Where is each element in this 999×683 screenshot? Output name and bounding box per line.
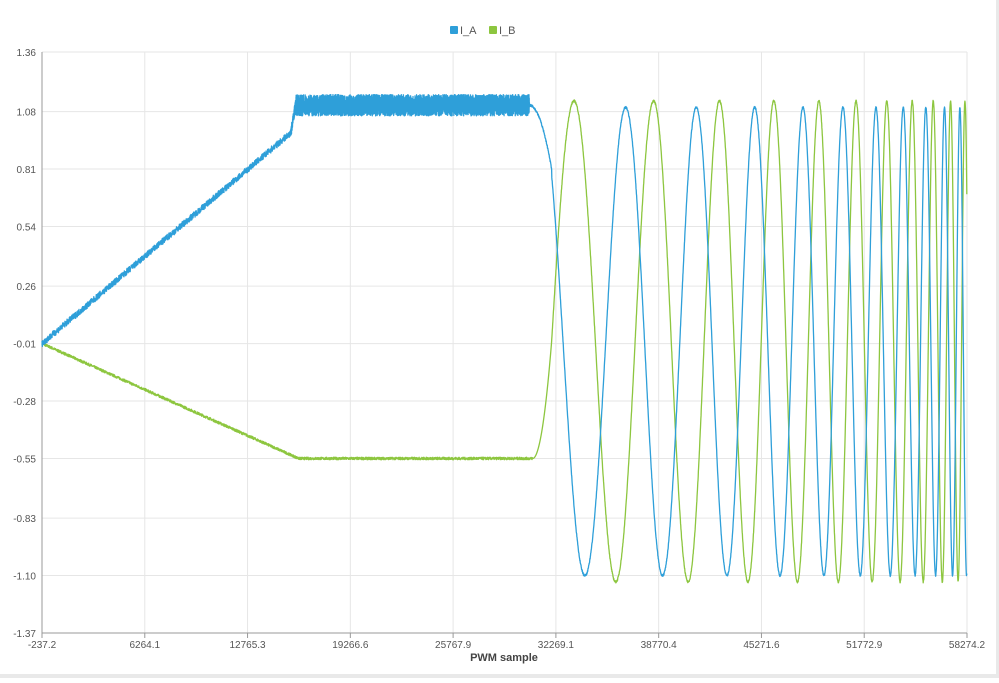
x-tick-label: 6264.1 <box>129 640 160 651</box>
series-line-i-b <box>41 99 968 584</box>
x-tick-label: 32269.1 <box>538 640 575 651</box>
legend[interactable]: I_A I_B <box>450 25 516 37</box>
x-tick-label: 45271.6 <box>743 640 780 651</box>
y-tick-label: -1.37 <box>13 629 36 640</box>
x-tick-label: 25767.9 <box>435 640 472 651</box>
x-axis-label: PWM sample <box>470 652 538 664</box>
x-tick-label: 12765.3 <box>229 640 266 651</box>
series-line-i-a <box>41 93 968 578</box>
y-tick-label: -0.83 <box>13 514 36 525</box>
x-tick-label: 19266.6 <box>332 640 369 651</box>
frame-border-bottom <box>0 674 999 678</box>
y-tick-label: -1.10 <box>13 572 36 583</box>
y-tick-label: 1.36 <box>17 48 37 59</box>
y-tick-label: 1.08 <box>17 108 37 119</box>
x-tick-label: 58274.2 <box>949 640 986 651</box>
legend-swatch-i-b[interactable] <box>489 26 497 34</box>
x-tick-label: 51772.9 <box>846 640 883 651</box>
legend-label-i-a[interactable]: I_A <box>460 25 477 37</box>
series-lines <box>41 93 968 584</box>
y-tick-label: -0.28 <box>13 397 36 408</box>
y-tick-label: 0.81 <box>17 165 37 176</box>
x-tick-label: -237.2 <box>28 640 57 651</box>
tick-labels: 1.36 1.08 0.81 0.54 0.26 -0.01 -0.28 -0.55 -0.83… <box>13 48 985 651</box>
y-tick-label: -0.55 <box>13 454 36 465</box>
legend-swatch-i-a[interactable] <box>450 26 458 34</box>
y-tick-label: 0.26 <box>17 282 37 293</box>
x-tick-label: 38770.4 <box>641 640 678 651</box>
legend-label-i-b[interactable]: I_B <box>499 25 516 37</box>
y-tick-label: 0.54 <box>17 223 37 234</box>
frame-border-right <box>996 0 999 678</box>
y-tick-label: -0.01 <box>13 340 36 351</box>
